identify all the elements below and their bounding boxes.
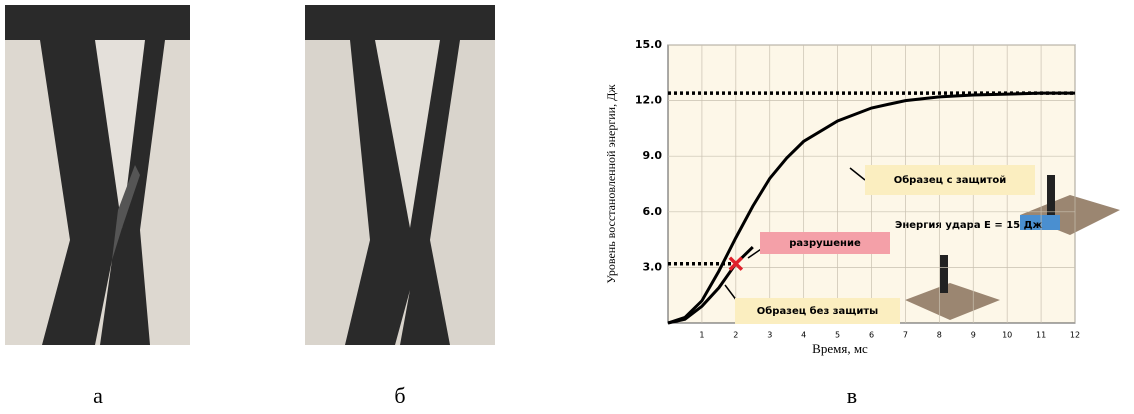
x-tick-label: 6: [869, 331, 874, 340]
caption: а: [93, 383, 103, 408]
caption: б: [394, 383, 405, 408]
x-tick-label: 12: [1070, 331, 1080, 340]
icon: [905, 283, 1000, 320]
x-tick-label: 8: [937, 331, 942, 340]
failure-label: разрушение: [789, 238, 861, 249]
y-tick-label: 3.0: [643, 260, 663, 273]
failure-marker: [728, 256, 744, 271]
photo-b: [305, 5, 495, 345]
arrow: [849, 167, 866, 181]
x-tick-label: 10: [1002, 331, 1012, 340]
specimen-icons: [905, 175, 1120, 320]
series-label: Образец без защиты: [757, 305, 878, 317]
x-tick-label: 3: [767, 331, 772, 340]
series-label-box: [735, 298, 900, 324]
caption: в: [847, 383, 857, 408]
y-tick-label: 15.0: [635, 38, 662, 51]
x-tick-label: 4: [801, 331, 806, 340]
icon: [940, 255, 948, 293]
x-tick-label: 7: [903, 331, 908, 340]
x-tick-label: 11: [1036, 331, 1046, 340]
failure-label-box: [760, 232, 890, 254]
x-tick-label: 1: [699, 331, 704, 340]
x-tick-label: 2: [733, 331, 738, 340]
icon: [1020, 215, 1060, 230]
crack: [112, 165, 140, 260]
specimen-opening: [95, 40, 145, 228]
photo-a: [5, 5, 190, 345]
specimen: [5, 5, 190, 345]
y-tick-label: 9.0: [643, 149, 663, 162]
series-label-box: [865, 165, 1035, 195]
series-label: Образец с защитой: [894, 174, 1007, 186]
x-tick-label: 5: [835, 331, 840, 340]
data-line: [667, 91, 1075, 325]
x-axis-label: Время, мс: [812, 341, 868, 356]
specimen-opening: [375, 40, 440, 228]
y-axis-label: Уровень восстановленной энергии, Дж: [604, 84, 618, 284]
y-tick-label: 6.0: [643, 205, 663, 218]
y-tick-label: 12.0: [635, 94, 662, 107]
icon: [1047, 175, 1055, 215]
x-tick-label: 9: [971, 331, 976, 340]
specimen: [305, 5, 495, 345]
annotation: Энергия удара E = 15 Дж: [895, 220, 1043, 231]
